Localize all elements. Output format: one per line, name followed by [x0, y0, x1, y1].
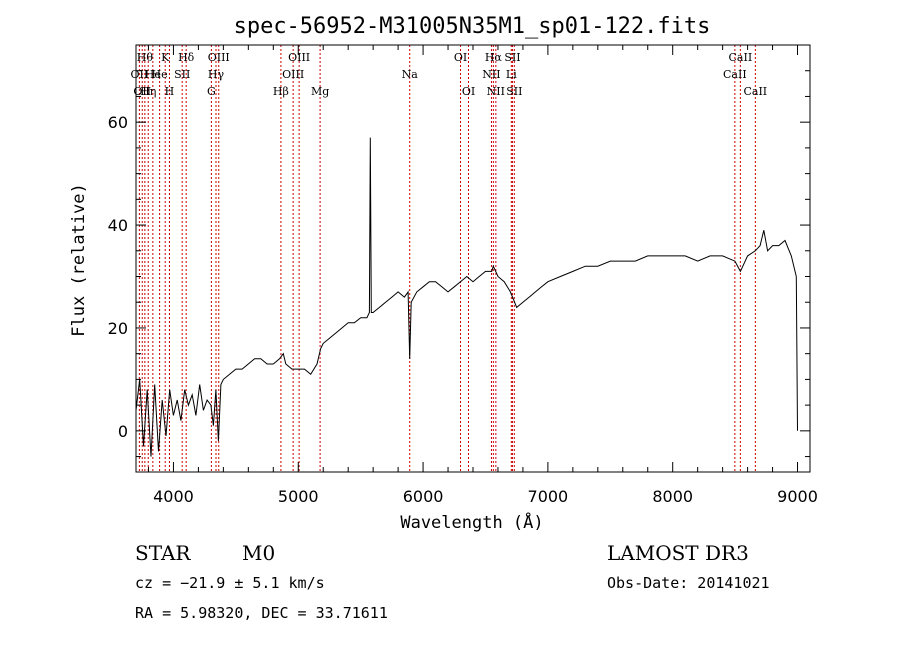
redshift-readout: cz = −21.9 ± 5.1 km/s [135, 574, 325, 592]
observation-date: Obs-Date: 20141021 [607, 574, 770, 592]
y-tick-label: 40 [108, 216, 128, 235]
spectrum-line [135, 137, 798, 457]
line-marker-label: OII [131, 68, 149, 81]
line-marker-label: NII [487, 85, 505, 98]
x-tick-label: 4000 [153, 487, 194, 506]
spectral-line-labels: OIIOIIHθHηHeHeKHSIIHδGHγOIIIHβOIIIOIIIMg… [131, 51, 768, 98]
x-tick-label: 8000 [652, 487, 693, 506]
line-marker-label: Mg [311, 85, 329, 98]
line-marker-label: OI [462, 85, 475, 98]
plot-frame [135, 44, 811, 473]
line-marker-label: H [165, 85, 175, 98]
line-marker-label: Hη [140, 85, 156, 98]
y-tick-label: 0 [118, 422, 128, 441]
line-marker-label: He [152, 68, 168, 81]
line-marker-label: CaII [743, 85, 767, 98]
x-tick-labels: 4000 5000 6000 7000 8000 9000 [153, 487, 818, 506]
spectral-line-markers [138, 45, 756, 472]
line-marker-label: CaII [729, 51, 753, 64]
x-axis-label: Wavelength (Å) [400, 511, 543, 533]
line-marker-label: OI [454, 51, 467, 64]
x-tick-label: 5000 [278, 487, 319, 506]
y-tick-label: 60 [108, 113, 128, 132]
coordinates-readout: RA = 5.98320, DEC = 33.71611 [135, 604, 388, 622]
survey-name: LAMOST DR3 [607, 541, 749, 565]
axis-ticks [136, 44, 810, 472]
line-marker-label: OIII [288, 51, 310, 64]
chart-title: spec-56952-M31005N35M1_sp01-122.fits [234, 14, 711, 39]
x-tick-label: 7000 [528, 487, 569, 506]
line-marker-label: CaII [723, 68, 747, 81]
line-marker-label: SII [506, 85, 522, 98]
line-marker-label: OIII [208, 51, 230, 64]
line-marker-label: Li [506, 68, 517, 81]
y-tick-label: 20 [108, 319, 128, 338]
line-marker-label: OII [133, 85, 151, 98]
line-marker-label: Hθ [137, 51, 154, 64]
line-marker-label: K [161, 51, 170, 64]
line-marker-label: Na [402, 68, 419, 81]
line-marker-label: Hα [485, 51, 503, 64]
line-marker-label: SII [174, 68, 190, 81]
object-subclass: M0 [242, 541, 276, 565]
line-marker-label: NII [482, 68, 500, 81]
y-tick-labels: 0 20 40 60 [108, 113, 128, 441]
x-tick-label: 6000 [403, 487, 444, 506]
line-marker-label: Hδ [178, 51, 195, 64]
line-marker-label: Hγ [208, 68, 225, 81]
line-marker-label: G [207, 85, 216, 98]
line-marker-label: SII [504, 51, 520, 64]
line-marker-label: Hβ [273, 85, 289, 98]
y-axis-label: Flux (relative) [69, 183, 89, 337]
object-class: STAR [135, 541, 191, 565]
line-marker-label: He [145, 68, 161, 81]
line-marker-label: OIII [282, 68, 304, 81]
x-tick-label: 9000 [777, 487, 818, 506]
